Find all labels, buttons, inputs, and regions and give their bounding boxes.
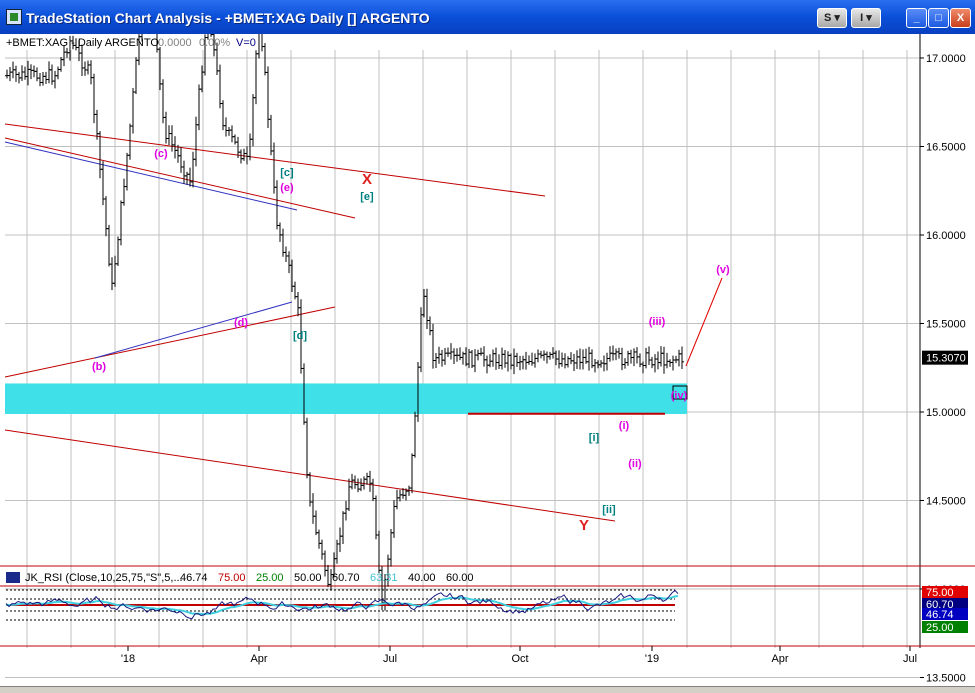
interval-link-button[interactable]: I ▾	[851, 8, 881, 28]
symbol-link-button[interactable]: S ▾	[817, 8, 847, 28]
app-icon	[6, 9, 22, 25]
rsi-value: 50.00	[294, 572, 322, 584]
status-strip	[0, 686, 975, 693]
blue-lower-line	[94, 301, 293, 359]
price-tick-label: 17.0000	[926, 53, 966, 65]
price-bar	[680, 346, 684, 369]
rsi-axis-tag	[922, 598, 968, 610]
rsi-axis-tag-label: 46.74	[926, 609, 954, 621]
wave-label: [c]	[280, 167, 294, 179]
price-tick-label: 16.5000	[926, 142, 966, 154]
wave-label: (v)	[716, 264, 730, 276]
x-axis-label: Jul	[383, 653, 397, 665]
header-value-1: 0.0000	[158, 37, 192, 49]
rsi-value: 25.00	[256, 572, 284, 584]
rsi-axis-tag-label: 25.00	[926, 622, 954, 634]
cursor-box	[672, 385, 688, 400]
wave-label: (b)	[92, 361, 106, 373]
channel-upper-line	[4, 123, 546, 197]
rsi-axis-tag-label: 75.00	[926, 587, 954, 599]
title-bar: TradeStation Chart Analysis - +BMET:XAG …	[0, 0, 975, 34]
rsi-value: 40.00	[408, 572, 436, 584]
wave-label: (ii)	[628, 458, 642, 470]
x-axis-label: '19	[645, 653, 659, 665]
rsi-axis-tag	[922, 621, 968, 633]
price-tick-label: 13.5000	[926, 673, 966, 685]
support-zone	[5, 383, 687, 414]
last-price-tag	[922, 350, 968, 365]
wave-label: X	[362, 171, 372, 188]
rsi-header: JK_RSI (Close,10,25,75,"S",5,...	[25, 572, 183, 584]
rsi-signal-line	[5, 595, 679, 616]
blue-upper-line	[4, 141, 298, 211]
x-axis-label: Apr	[771, 653, 788, 665]
chart-header: +BMET:XAG - Daily ARGENTO	[6, 37, 159, 49]
rsi-axis-tag	[922, 608, 968, 620]
wave-label: [ii]	[602, 504, 616, 516]
x-axis-label: '18	[121, 653, 135, 665]
rsi-value: 60.00	[446, 572, 474, 584]
triangle-upper-line	[4, 137, 356, 219]
wave-label: (iii)	[649, 316, 666, 328]
wave-label: Y	[579, 517, 589, 534]
rsi-value: 46.74	[180, 572, 208, 584]
price-tick-label: 14.5000	[926, 496, 966, 508]
x-axis-label: Jul	[903, 653, 917, 665]
maximize-button[interactable]: □	[928, 8, 949, 28]
price-tick-label: 16.0000	[926, 230, 966, 242]
wave-label: (i)	[619, 420, 630, 432]
wave-label: [d]	[293, 330, 307, 342]
wave-label: (d)	[234, 317, 248, 329]
rsi-axis-tag	[922, 586, 968, 598]
header-value-2: 0.00%	[199, 37, 230, 49]
wave-label: [e]	[360, 191, 374, 203]
triangle-lower-line	[4, 306, 336, 378]
wave-label: (iv)	[671, 390, 688, 402]
price-tick-label: 15.5000	[926, 319, 966, 331]
x-axis-label: Oct	[511, 653, 528, 665]
rsi-value: 63.31	[370, 572, 398, 584]
rsi-value: 75.00	[218, 572, 246, 584]
wave-label: [i]	[589, 432, 600, 444]
last-price-label: 15.3070	[926, 353, 966, 365]
indicator-icon[interactable]	[6, 572, 20, 583]
header-value-3: V=0	[236, 37, 256, 49]
rsi-line	[5, 589, 679, 620]
rsi-value: 60.70	[332, 572, 360, 584]
window-title: TradeStation Chart Analysis - +BMET:XAG …	[26, 10, 430, 26]
wave-label: (c)	[154, 148, 168, 160]
close-button[interactable]: X	[950, 8, 971, 28]
minimize-button[interactable]: _	[906, 8, 927, 28]
x-axis-label: Apr	[250, 653, 267, 665]
projection-line	[685, 277, 723, 367]
wave-label: (e)	[280, 182, 294, 194]
price-tick-label: 15.0000	[926, 407, 966, 419]
